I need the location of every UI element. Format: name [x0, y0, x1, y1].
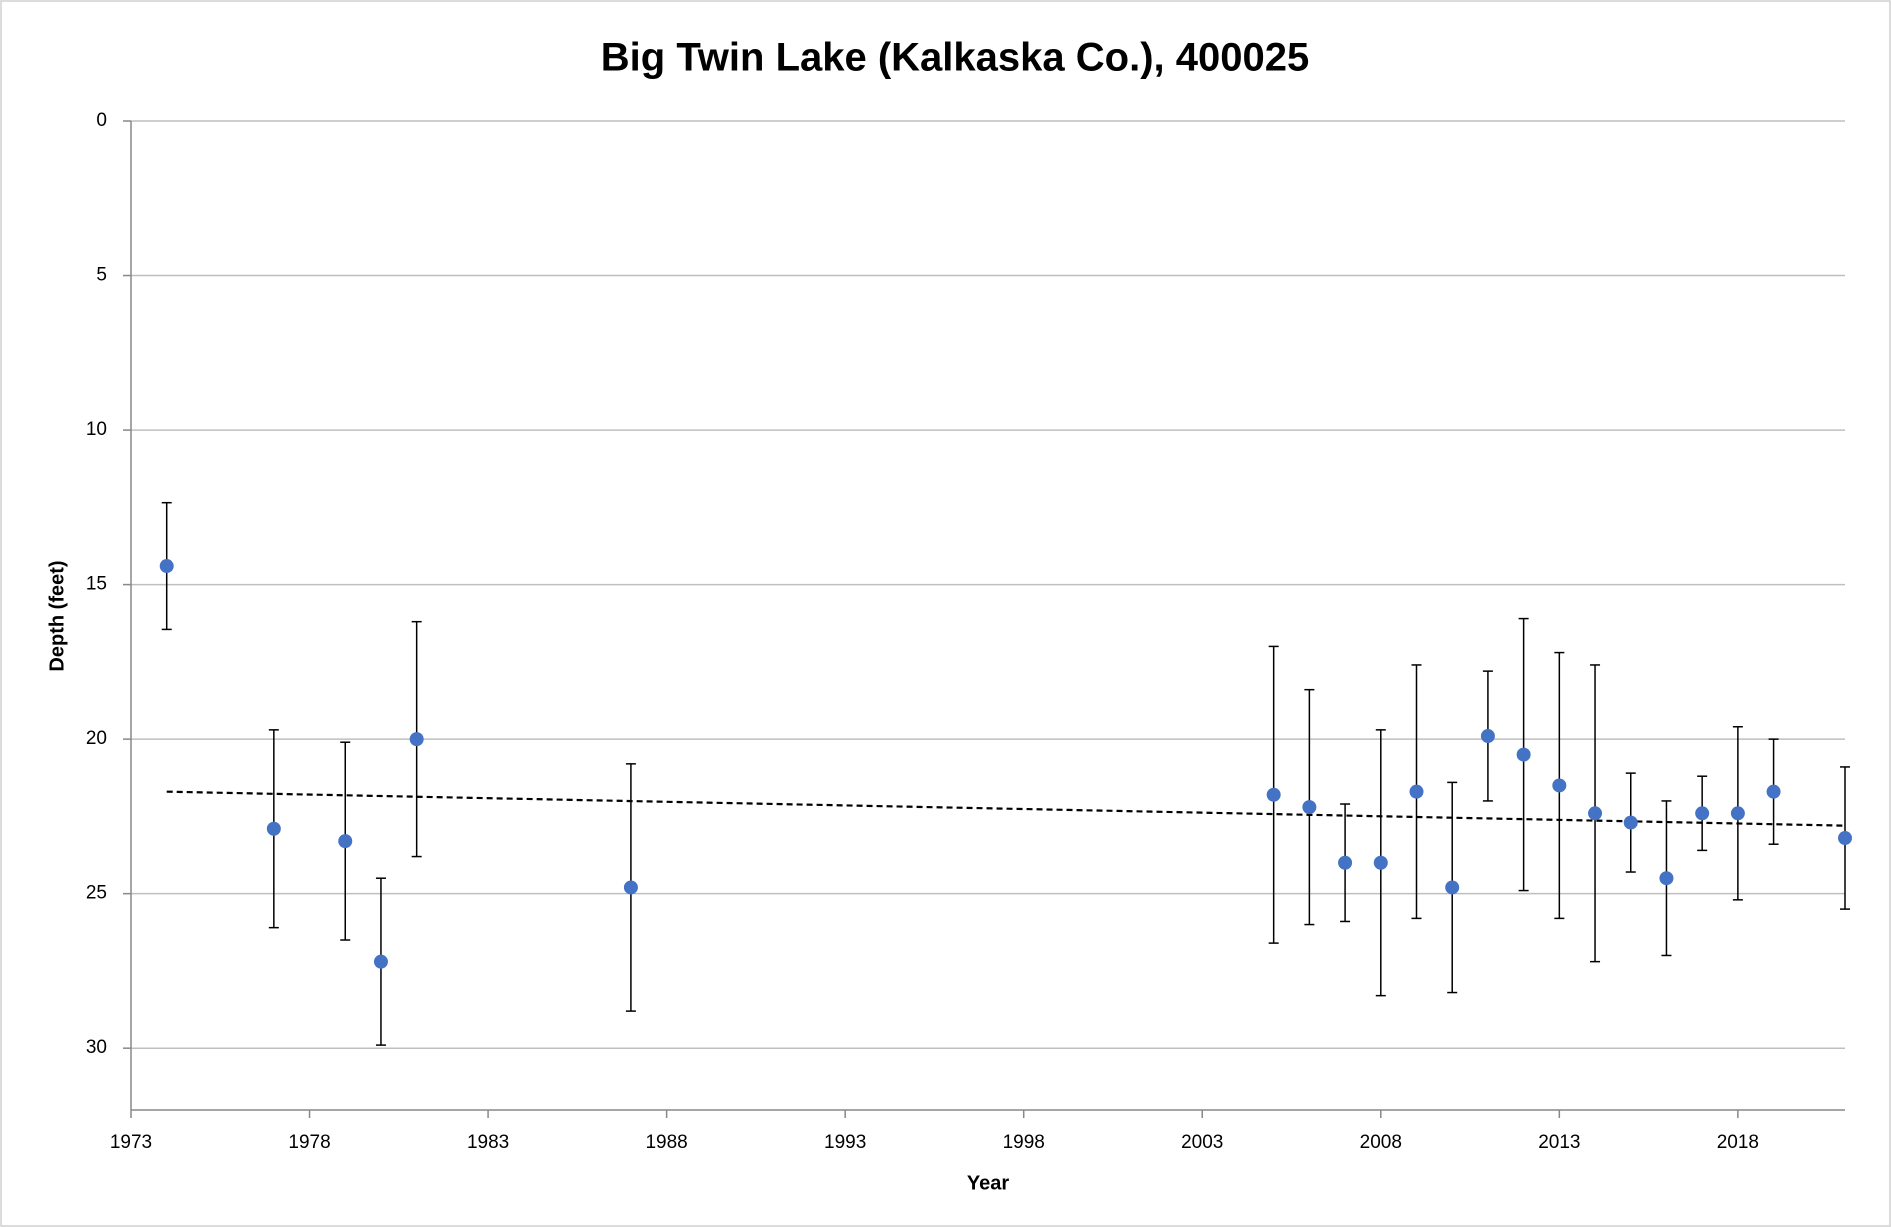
data-point: [1480, 729, 1495, 744]
x-tick-label: 1978: [288, 1132, 330, 1153]
x-tick-label: 1998: [1003, 1132, 1045, 1153]
x-tick-label: 2008: [1360, 1132, 1402, 1153]
data-point: [1552, 778, 1567, 793]
data-point: [1695, 806, 1710, 821]
data-point: [1338, 855, 1353, 870]
chart-title: Big Twin Lake (Kalkaska Co.), 400025: [601, 36, 1309, 80]
x-tick-label: 1993: [824, 1132, 866, 1153]
data-point: [1516, 747, 1531, 762]
y-axis-label: Depth (feet): [46, 560, 68, 671]
data-point: [1588, 806, 1603, 821]
data-point: [373, 954, 388, 969]
data-point: [338, 834, 353, 849]
data-point: [623, 880, 638, 895]
y-tick-label: 15: [86, 574, 107, 595]
y-tick-label: 5: [96, 265, 107, 286]
data-point: [1659, 871, 1674, 886]
x-tick-label: 2003: [1181, 1132, 1223, 1153]
data-point: [1266, 787, 1281, 802]
y-tick-label: 20: [86, 728, 107, 749]
data-point: [409, 732, 424, 747]
data-point: [1445, 880, 1460, 895]
data-point: [159, 559, 174, 574]
y-tick-label: 0: [96, 110, 107, 131]
y-tick-label: 25: [86, 883, 107, 904]
data-point: [1766, 784, 1781, 799]
x-tick-label: 1973: [110, 1132, 152, 1153]
y-tick-label: 10: [86, 419, 107, 440]
data-point: [1623, 815, 1638, 830]
data-point: [266, 821, 281, 836]
x-tick-label: 2018: [1717, 1132, 1759, 1153]
data-point: [1730, 806, 1745, 821]
data-point: [1302, 800, 1317, 815]
x-tick-label: 1983: [467, 1132, 509, 1153]
x-tick-label: 1988: [645, 1132, 687, 1153]
x-tick-label: 2013: [1538, 1132, 1580, 1153]
y-tick-label: 30: [86, 1037, 107, 1058]
x-axis-label: Year: [967, 1172, 1009, 1194]
data-point: [1409, 784, 1424, 799]
data-point: [1373, 855, 1388, 870]
data-point: [1838, 831, 1852, 846]
